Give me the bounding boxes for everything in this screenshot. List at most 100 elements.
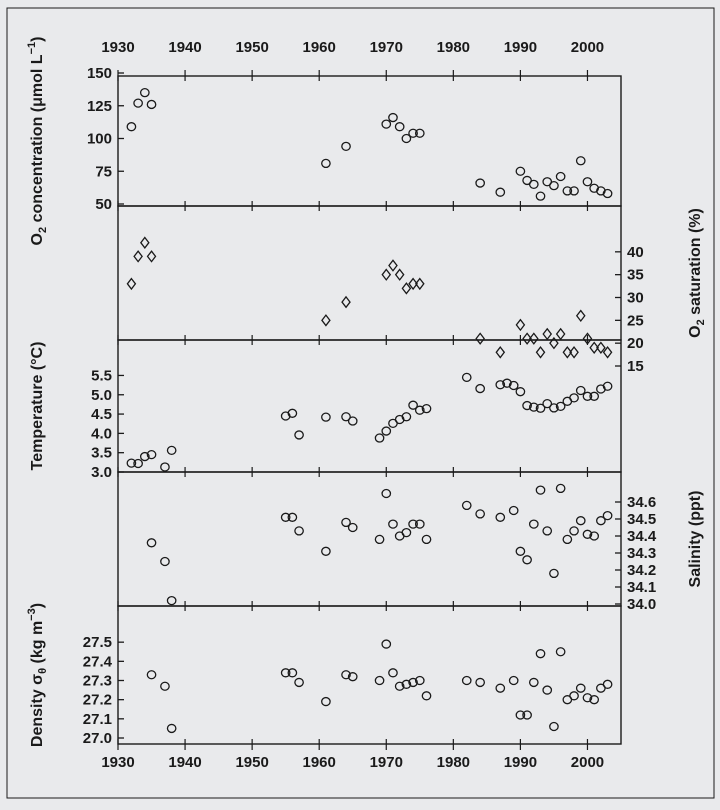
data-point-salinity (562, 534, 573, 545)
data-point-salinity (381, 488, 392, 499)
data-point-temperature (589, 391, 600, 401)
data-point-temperature (502, 378, 512, 388)
data-point-density (388, 668, 398, 678)
data-point-temperature (374, 433, 385, 443)
data-point-salinity (408, 519, 418, 529)
data-point-density (508, 675, 519, 686)
data-point-o2-concentration (126, 122, 137, 132)
data-point-temperature (515, 387, 526, 397)
data-point-temperature (495, 380, 506, 390)
y-axis-title-temperature: Temperature (°C) (29, 342, 46, 471)
x-tick-label-top: 1970 (370, 39, 403, 56)
axis-title-part: ) (29, 37, 46, 42)
x-tick-label-top: 2000 (571, 39, 604, 56)
data-point-salinity (495, 512, 506, 522)
axis-title-part: ) (29, 603, 46, 608)
data-point-density (341, 670, 351, 680)
data-point-density (495, 683, 506, 693)
data-point-temperature (139, 451, 150, 462)
y-tick-label: 34.0 (627, 596, 656, 613)
x-tick-label-top: 1930 (101, 39, 134, 56)
y-tick-label: 34.4 (627, 528, 657, 545)
data-point-o2-saturation (602, 346, 613, 359)
data-point-density (414, 675, 425, 686)
data-point-temperature (166, 445, 177, 456)
x-tick-label-top: 1950 (235, 39, 268, 56)
data-point-temperature (575, 385, 586, 396)
data-point-density (569, 691, 579, 701)
data-point-temperature (321, 412, 331, 422)
y-tick-label: 34.6 (627, 494, 656, 511)
data-point-o2-saturation (388, 259, 398, 272)
panel-salinity: 34.034.134.234.334.434.534.6 Salinity (pp… (117, 471, 704, 613)
data-point-density (582, 693, 593, 703)
data-point-o2-concentration (394, 122, 405, 132)
data-point-temperature (347, 416, 358, 426)
data-point-o2-saturation (596, 341, 606, 354)
y-tick-label: 4.5 (91, 406, 112, 423)
y-axis-title-salinity: Salinity (ppt) (687, 491, 704, 588)
y-tick-label: 3.0 (91, 464, 112, 481)
y-tick-label: 15 (627, 358, 644, 375)
data-point-o2-concentration (549, 181, 559, 191)
data-point-salinity (542, 526, 553, 536)
data-point-temperature (508, 380, 519, 391)
y-tick-label: 75 (95, 163, 112, 180)
y-tick-label: 5.0 (91, 387, 112, 404)
data-point-density (515, 710, 526, 720)
data-point-o2-saturation (555, 327, 566, 341)
data-point-salinity (602, 510, 613, 521)
y-tick-label: 34.3 (627, 545, 656, 562)
data-point-o2-concentration (321, 158, 331, 169)
data-point-salinity (146, 538, 157, 548)
axis-title-part: Salinity (ppt) (687, 491, 704, 588)
data-point-o2-concentration (582, 177, 593, 187)
data-point-temperature (528, 402, 539, 412)
data-point-salinity (321, 546, 331, 556)
data-point-salinity (401, 527, 412, 538)
axis-title-part: −3 (26, 608, 38, 621)
data-point-o2-concentration (475, 178, 486, 188)
data-point-salinity (294, 526, 304, 536)
y-tick-label: 35 (627, 267, 644, 284)
y-tick-label: 34.2 (627, 562, 656, 579)
data-point-o2-saturation (575, 309, 586, 323)
data-point-salinity (280, 512, 291, 522)
data-point-o2-saturation (475, 332, 485, 345)
data-point-o2-concentration (381, 119, 392, 129)
data-point-salinity (575, 516, 586, 526)
axis-title-part: O (29, 233, 46, 245)
data-point-temperature (294, 430, 304, 440)
data-point-o2-concentration (528, 179, 539, 190)
data-point-density (347, 672, 358, 682)
data-point-o2-saturation (414, 277, 425, 291)
data-point-density (287, 668, 298, 678)
data-point-temperature (146, 449, 157, 460)
axis-title-part: 2 (695, 319, 707, 325)
data-point-temperature (126, 458, 137, 468)
data-point-o2-saturation (589, 341, 599, 354)
data-point-density (160, 681, 170, 691)
y-tick-label: 20 (627, 335, 644, 352)
data-point-temperature (535, 403, 546, 413)
y-tick-label: 4.0 (91, 425, 112, 442)
panel-border (117, 605, 622, 745)
data-point-salinity (508, 505, 519, 516)
data-point-salinity (461, 500, 472, 511)
panel-temperature: 3.0 3.5 4.0 4.5 5.0 5.5 Temperature (°C) (29, 339, 622, 481)
x-tick-label-bottom: 1960 (303, 754, 336, 771)
y-tick-label: 40 (627, 244, 644, 261)
y-tick-label: 30 (627, 290, 644, 307)
y-tick-label: 27.3 (83, 673, 112, 690)
data-point-o2-concentration (146, 99, 157, 110)
data-point-salinity (549, 568, 559, 579)
data-point-density (575, 683, 586, 693)
data-point-density (421, 691, 432, 701)
data-point-temperature (555, 401, 566, 411)
data-point-density (408, 677, 418, 688)
data-point-o2-saturation (401, 282, 412, 295)
y-axis-title-density: Density σθ (kg m−3) (26, 603, 49, 747)
data-point-salinity (535, 485, 546, 495)
